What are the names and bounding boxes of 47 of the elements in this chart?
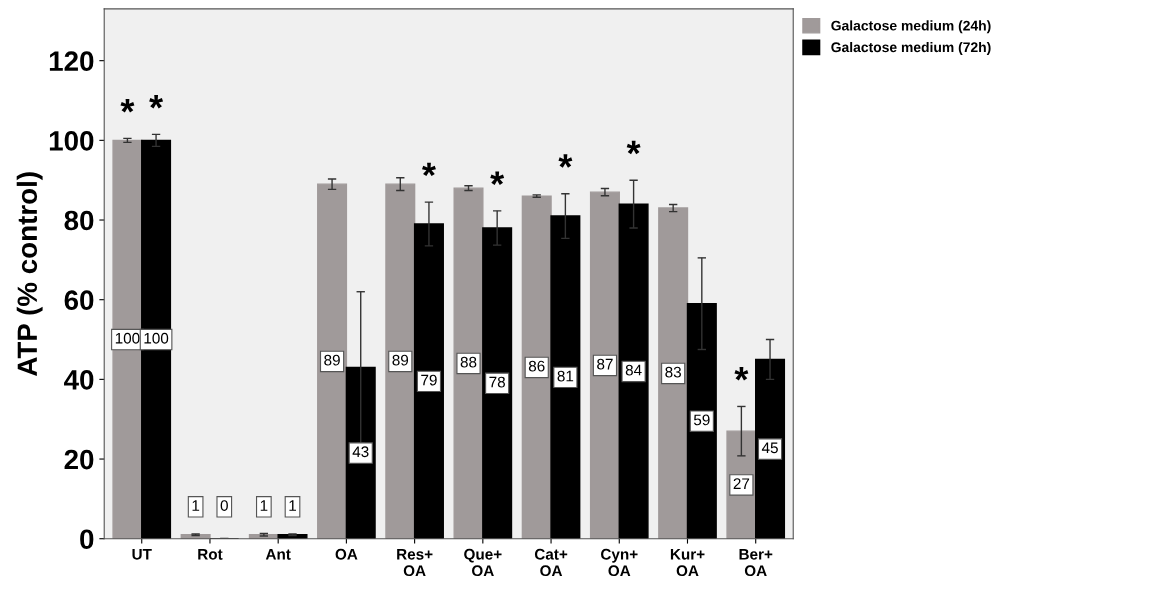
data-label: 1 — [192, 500, 200, 511]
data-label: 100 — [115, 332, 140, 344]
data-label: 27 — [733, 478, 750, 489]
annotation: * — [558, 154, 573, 168]
legend-label: Galactose medium (72h) — [831, 41, 991, 55]
annotation: * — [120, 98, 135, 113]
y-tick-label: 40 — [64, 370, 94, 390]
y-tick-label: 100 — [49, 131, 94, 151]
y-axis-title: ATP (% control) — [16, 172, 43, 376]
y-tick-label: 20 — [64, 449, 94, 470]
x-tick-label: Cyn+ OA — [601, 548, 638, 577]
data-label: 81 — [557, 370, 574, 382]
data-label: 84 — [625, 364, 642, 376]
data-label: 78 — [489, 376, 505, 388]
x-tick-label: Cat+ OA — [534, 548, 568, 577]
data-label: 43 — [352, 446, 369, 458]
data-label: 100 — [144, 332, 169, 344]
annotation: * — [626, 140, 641, 155]
data-label: 0 — [220, 500, 228, 511]
data-label: 86 — [528, 360, 545, 372]
y-tick-label: 60 — [64, 290, 94, 311]
y-tick-label: 0 — [80, 529, 94, 550]
data-label: 45 — [761, 442, 778, 454]
annotation: * — [734, 367, 749, 381]
annotation: * — [490, 171, 505, 185]
x-tick-label: UT — [132, 549, 152, 560]
data-label: 1 — [260, 500, 268, 511]
annotation: * — [149, 94, 164, 109]
annotation: * — [422, 162, 436, 177]
x-tick-label: OA — [335, 548, 358, 560]
x-tick-label: Kur+ OA — [670, 549, 705, 577]
legend-label: Galactose medium (24h) — [831, 20, 991, 34]
x-tick-label: Que+ OA — [464, 548, 502, 577]
data-label: 87 — [597, 358, 613, 370]
data-label: 1 — [289, 500, 297, 511]
data-label: 89 — [324, 354, 340, 366]
x-tick-label: Ant — [265, 549, 291, 560]
x-tick-label: Res+ OA — [397, 549, 433, 577]
data-label: 83 — [665, 366, 681, 378]
x-tick-label: Rot — [198, 549, 223, 560]
y-tick-label: 80 — [64, 210, 94, 231]
data-label: 88 — [460, 356, 477, 368]
data-label: 89 — [392, 354, 409, 366]
x-tick-label: Ber+ OA — [739, 549, 773, 577]
y-tick-label: 120 — [49, 51, 94, 72]
data-label: 79 — [421, 374, 437, 386]
data-label: 59 — [693, 414, 710, 426]
